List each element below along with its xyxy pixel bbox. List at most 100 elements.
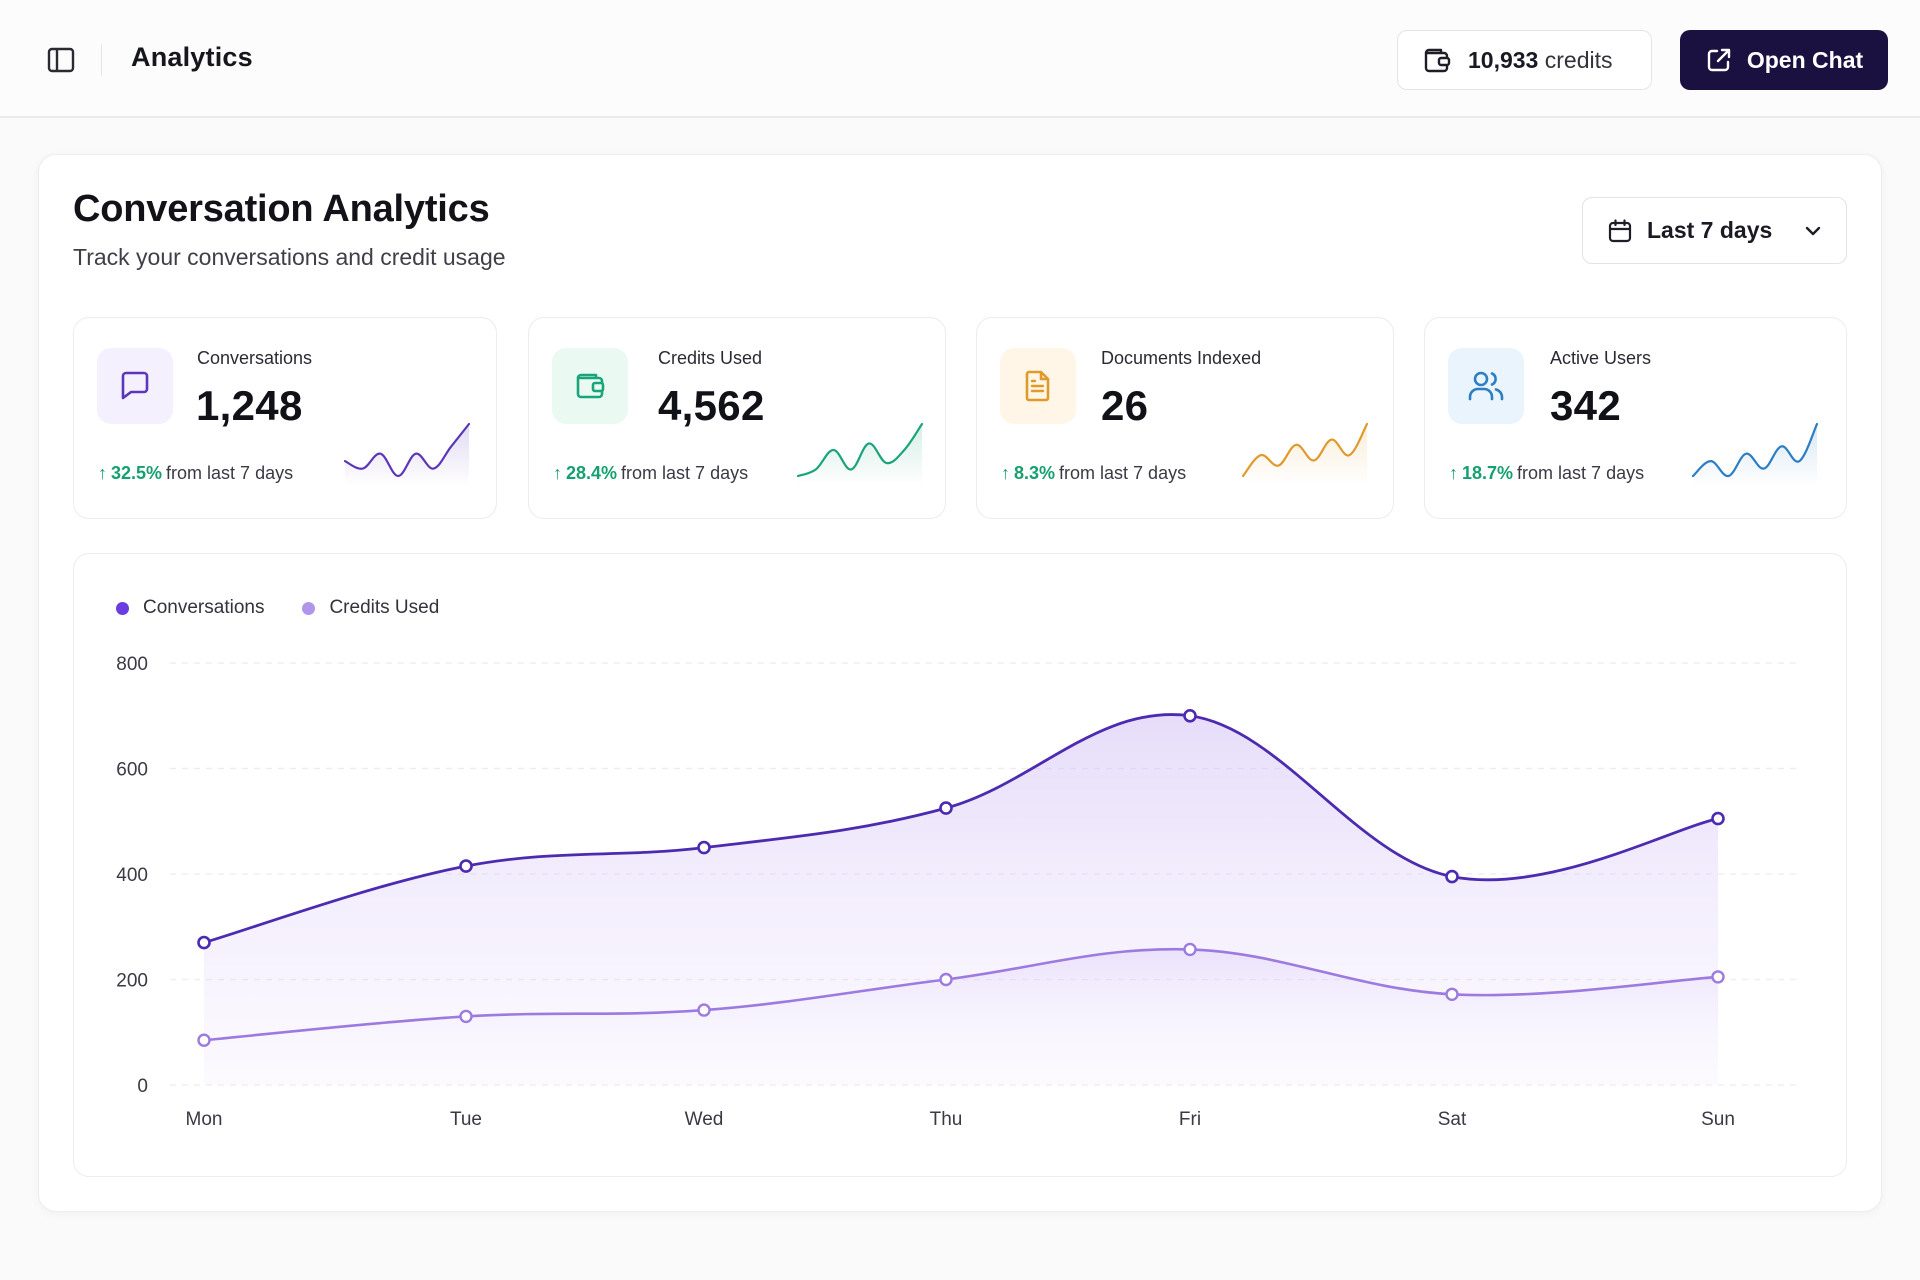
stat-change-percent: 28.4%	[566, 463, 618, 483]
sparkline-area	[1693, 424, 1817, 486]
stat-change-percent: 32.5%	[111, 463, 163, 483]
arrow-up-icon: ↑	[553, 463, 562, 483]
open-chat-button[interactable]: Open Chat	[1680, 30, 1888, 90]
stat-icon-tile	[1448, 348, 1524, 424]
conversations-point[interactable]	[459, 859, 473, 873]
credits-used-point[interactable]	[939, 972, 953, 987]
wallet-icon	[576, 373, 605, 399]
x-tick-label: Sun	[1701, 1109, 1735, 1130]
sparkline-line	[1691, 422, 1819, 478]
stat-value: 26	[1101, 382, 1149, 429]
sidebar-icon	[47, 47, 75, 73]
chart-legend: Conversations Credits Used	[116, 597, 439, 619]
y-tick-label: 400	[116, 865, 148, 886]
sparkline-active-users	[1691, 422, 1819, 486]
sidebar-toggle-button[interactable]	[44, 43, 78, 77]
stat-change-text: from last 7 days	[621, 463, 749, 483]
conversations-point[interactable]	[1183, 709, 1197, 723]
legend-label: Conversations	[143, 597, 265, 618]
stat-card-active-users: Active Users 342 ↑ 18.7% from last 7 day…	[1424, 317, 1847, 519]
x-tick-label: Sat	[1438, 1109, 1467, 1130]
conversations-point[interactable]	[197, 935, 211, 950]
header-divider	[101, 44, 102, 76]
stat-icon-tile	[1000, 348, 1076, 424]
credits-value: 10,933	[1468, 46, 1539, 73]
date-range-select[interactable]: Last 7 days	[1582, 197, 1847, 264]
credits-balance-button[interactable]: 10,933 credits	[1397, 30, 1652, 90]
stat-change: ↑ 32.5% from last 7 days	[98, 463, 293, 484]
sparkline-conversations	[343, 422, 471, 486]
stat-change-percent: 8.3%	[1014, 463, 1056, 483]
stat-card-conversations: Conversations 1,248 ↑ 32.5% from last 7 …	[73, 317, 497, 519]
sparkline-documents-indexed	[1241, 422, 1369, 486]
stat-icon-tile	[552, 348, 628, 424]
x-tick-label: Thu	[930, 1109, 963, 1130]
legend-item-conversations[interactable]: Conversations	[116, 597, 264, 619]
stat-change: ↑ 28.4% from last 7 days	[553, 463, 748, 484]
document-icon	[1025, 370, 1050, 402]
x-tick-label: Mon	[186, 1109, 223, 1130]
users-icon	[1468, 371, 1504, 401]
chat-bubble-icon	[121, 371, 149, 400]
stat-change-text: from last 7 days	[166, 463, 294, 483]
arrow-up-icon: ↑	[1001, 463, 1010, 483]
sparkline-credits-used	[796, 422, 924, 486]
stat-card-documents-indexed: Documents Indexed 26 ↑ 8.3% from last 7 …	[976, 317, 1394, 519]
chevron-down-icon	[1805, 226, 1821, 236]
stat-change-text: from last 7 days	[1517, 463, 1645, 483]
y-tick-label: 200	[116, 971, 148, 992]
stat-card-credits-used: Credits Used 4,562 ↑ 28.4% from last 7 d…	[528, 317, 946, 519]
stat-value: 1,248	[196, 382, 303, 429]
arrow-up-icon: ↑	[98, 463, 107, 483]
stat-change: ↑ 18.7% from last 7 days	[1449, 463, 1644, 484]
wallet-icon	[1424, 48, 1451, 73]
sparkline-area	[1243, 424, 1367, 486]
conversations-point[interactable]	[697, 840, 711, 855]
credits-used-point[interactable]	[697, 1003, 711, 1017]
sparkline-line	[343, 422, 471, 478]
x-tick-label: Wed	[685, 1109, 724, 1130]
external-link-icon	[1707, 48, 1731, 72]
credits-used-point[interactable]	[459, 1009, 473, 1024]
credits-used-area	[204, 949, 1718, 1085]
stat-change: ↑ 8.3% from last 7 days	[1001, 463, 1186, 484]
sparkline-area	[345, 424, 469, 486]
conversations-point[interactable]	[1445, 869, 1459, 884]
stat-change-text: from last 7 days	[1059, 463, 1187, 483]
top-bar: Analytics 10,933 credits Open Chat	[0, 0, 1920, 118]
conversations-point[interactable]	[939, 801, 953, 815]
y-tick-label: 0	[137, 1076, 148, 1097]
page-title: Analytics	[131, 42, 253, 72]
y-tick-label: 600	[116, 760, 148, 781]
stat-value: 4,562	[658, 382, 765, 429]
credits-used-point[interactable]	[1183, 942, 1197, 957]
sparkline-line	[1241, 422, 1369, 478]
open-chat-label: Open Chat	[1746, 46, 1864, 73]
credits-used-point[interactable]	[1711, 970, 1725, 984]
stat-label: Active Users	[1550, 348, 1652, 368]
stat-icon-tile	[97, 348, 173, 424]
stat-value: 342	[1550, 382, 1621, 429]
section-subtitle: Track your conversations and credit usag…	[73, 244, 506, 270]
stat-change-percent: 18.7%	[1462, 463, 1514, 483]
sparkline-area	[798, 424, 922, 486]
legend-swatch	[302, 601, 316, 615]
stat-label: Conversations	[197, 348, 313, 368]
conversations-point[interactable]	[1711, 811, 1725, 826]
date-range-value: Last 7 days	[1647, 217, 1773, 243]
credits-used-point[interactable]	[197, 1033, 211, 1047]
credits-used-point[interactable]	[1445, 987, 1459, 1001]
legend-swatch	[116, 601, 129, 615]
section-title: Conversation Analytics	[73, 188, 490, 230]
arrow-up-icon: ↑	[1449, 463, 1458, 483]
credits-unit: credits	[1544, 46, 1613, 73]
stat-label: Credits Used	[658, 348, 763, 368]
sparkline-line	[796, 422, 924, 478]
stat-label: Documents Indexed	[1101, 348, 1262, 368]
x-tick-label: Fri	[1179, 1109, 1201, 1130]
x-tick-label: Tue	[450, 1109, 482, 1130]
line-chart: 0 200 400 600 800 Mon Tue Wed Thu Fri Sat Sun	[116, 654, 1800, 1130]
legend-label: Credits Used	[329, 597, 440, 618]
calendar-icon	[1608, 218, 1632, 242]
legend-item-credits-used[interactable]: Credits Used	[302, 597, 439, 619]
